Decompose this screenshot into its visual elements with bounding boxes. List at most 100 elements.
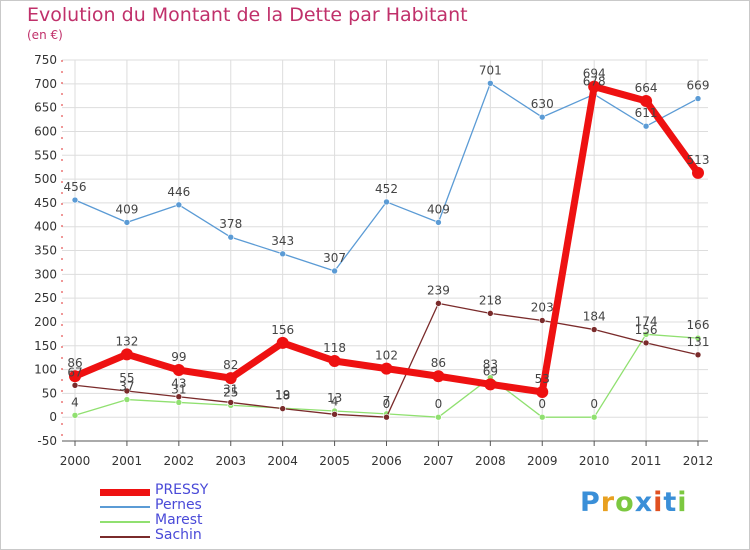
data-label-pressy: 513 [687,153,710,167]
data-label-sachin: 184 [583,310,606,324]
data-point-sachin [71,381,79,389]
data-point-sachin [227,399,235,406]
data-label-pernes: 701 [479,63,502,77]
y-tick-label: 650 [34,101,57,115]
data-label-pernes: 409 [115,202,138,216]
data-label-pernes: 678 [583,74,606,88]
data-label-marest: 0 [590,397,598,411]
data-point-pressy [276,336,289,349]
data-label-pressy: 99 [171,350,186,364]
data-point-pernes [487,80,494,87]
legend-item-marest: Marest [100,513,300,529]
data-label-pernes: 669 [687,79,710,93]
data-label-pernes: 409 [427,202,450,216]
data-point-sachin [383,413,390,421]
proxiti-logo: Proxiti [580,487,688,518]
chart-axes: -500501001502002503003504004505005506006… [34,53,713,468]
x-tick-label: 2006 [371,454,402,468]
logo-letter: o [615,487,635,518]
y-tick-label: 150 [34,339,57,353]
logo-letter: r [600,487,616,518]
data-point-pressy [484,378,497,391]
data-point-pernes [383,198,390,206]
data-point-sachin [175,393,183,401]
x-tick-label: 2008 [475,454,506,468]
y-tick-label: 500 [34,172,57,186]
y-tick-label: 0 [49,410,57,424]
data-point-pressy [588,80,601,93]
data-label-marest: 37 [119,380,134,394]
data-point-pernes [227,233,235,241]
legend-label: Sachin [155,527,202,543]
data-label-pernes: 343 [271,234,294,248]
y-tick-label: 550 [34,148,57,162]
data-label-sachin: 18 [275,389,290,403]
data-point-sachin [487,310,494,317]
chart-grid [62,59,708,442]
data-point-pressy [692,166,704,179]
data-label-sachin: 156 [635,323,658,337]
logo-letter: i [677,487,688,518]
data-point-sachin [435,300,442,307]
data-label-marest: 25 [223,385,238,399]
data-point-marest [538,413,546,421]
y-tick-label: 200 [34,315,57,329]
legend-swatch [100,521,150,523]
data-label-sachin: 43 [171,377,186,391]
data-point-sachin [123,387,131,395]
legend-item-sachin: Sachin [100,527,300,544]
data-label-sachin: 239 [427,283,450,297]
y-tick-label: -50 [37,434,57,448]
data-point-sachin [331,411,338,418]
x-tick-label: 2011 [631,454,662,468]
data-point-pressy [536,385,549,398]
data-label-sachin: 0 [383,397,391,411]
legend-swatch [100,536,150,538]
data-label-marest: 0 [435,397,443,411]
y-tick-label: 700 [34,77,57,91]
data-point-pernes [435,219,442,226]
data-point-pressy [172,364,185,377]
y-tick-label: 300 [34,267,57,281]
data-point-marest [71,411,79,419]
y-tick-label: 50 [42,386,57,400]
data-point-sachin [694,351,702,359]
data-point-marest [123,396,131,403]
data-label-marest: 83 [483,358,498,372]
data-label-pressy: 132 [115,334,138,348]
data-label-sachin: 203 [531,301,554,315]
chart-legend: PRESSY Pernes Marest Sachin [100,483,300,544]
legend-swatch [100,506,150,508]
data-label-pressy: 82 [223,358,238,372]
data-point-sachin [642,339,650,347]
data-point-marest [642,331,650,338]
data-label-marest: 31 [171,382,186,396]
x-tick-label: 2001 [112,454,143,468]
data-point-sachin [538,317,546,324]
data-label-sachin: 131 [687,335,710,349]
x-tick-label: 2007 [423,454,454,468]
data-point-pressy [120,348,133,361]
data-point-sachin [590,326,598,333]
data-point-pernes [694,95,702,102]
data-label-pernes: 307 [323,251,346,265]
data-point-pernes [123,219,131,226]
legend-item-pernes: Pernes [100,498,300,514]
data-label-pressy: 156 [271,323,294,337]
data-label-pressy: 86 [431,356,446,370]
data-label-pressy: 118 [323,341,346,355]
y-tick-label: 750 [34,53,57,67]
y-tick-label: 250 [34,291,57,305]
data-point-pressy [328,354,341,367]
data-label-pernes: 452 [375,182,398,196]
data-label-pressy: 664 [635,81,658,95]
data-point-pressy [432,370,445,383]
data-label-pernes: 446 [167,185,190,199]
data-label-pernes: 630 [531,97,554,111]
data-label-pressy: 53 [535,372,550,386]
data-point-pernes [642,122,650,130]
data-label-sachin: 4 [331,394,339,408]
data-label-marest: 166 [687,318,710,332]
data-label-pressy: 86 [67,356,82,370]
